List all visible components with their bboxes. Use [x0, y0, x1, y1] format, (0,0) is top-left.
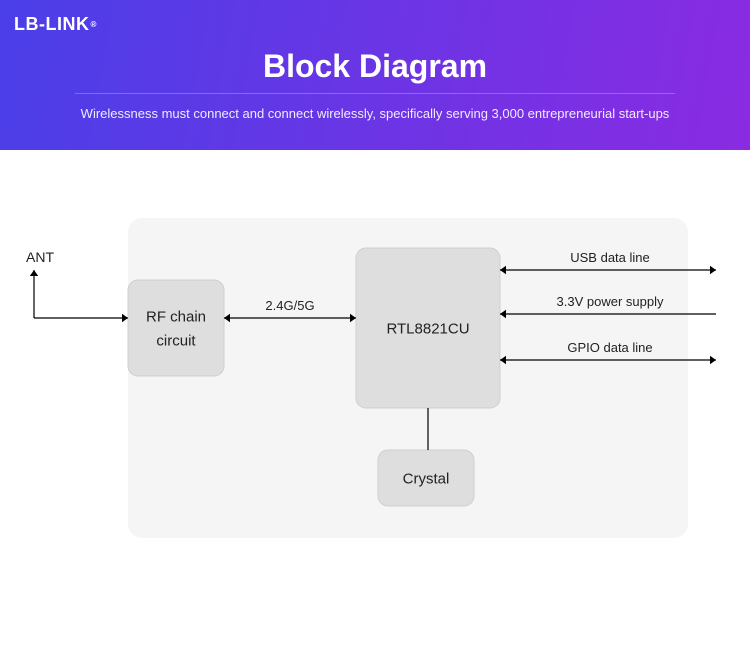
- crystal-label: Crystal: [403, 470, 450, 487]
- rf-label: RF chain: [146, 308, 206, 325]
- rf-label: circuit: [156, 332, 196, 349]
- block-diagram: RF chain circuit RTL8821CU Crystal 2.4G/5G US…: [0, 150, 750, 656]
- rf-node: [128, 280, 224, 376]
- edge-label-rf-chip: 2.4G/5G: [265, 298, 314, 313]
- ant-label: ANT: [26, 249, 54, 265]
- page-subtitle: Wirelessness must connect and connect wi…: [0, 106, 750, 121]
- edge-label-power: 3.3V power supply: [557, 294, 664, 309]
- edge-label-usb: USB data line: [570, 250, 650, 265]
- edge-label-gpio: GPIO data line: [567, 340, 652, 355]
- logo-reg: ®: [90, 20, 96, 29]
- logo-text: LB-LINK: [14, 14, 89, 35]
- header: LB-LINK® Block Diagram Wirelessness must…: [0, 0, 750, 150]
- title-rule: [75, 93, 675, 94]
- diagram-svg: RF chain circuit RTL8821CU Crystal 2.4G/5G US…: [0, 150, 750, 656]
- chip-label: RTL8821CU: [386, 320, 469, 337]
- brand-logo: LB-LINK®: [14, 14, 97, 35]
- page-title: Block Diagram: [0, 0, 750, 85]
